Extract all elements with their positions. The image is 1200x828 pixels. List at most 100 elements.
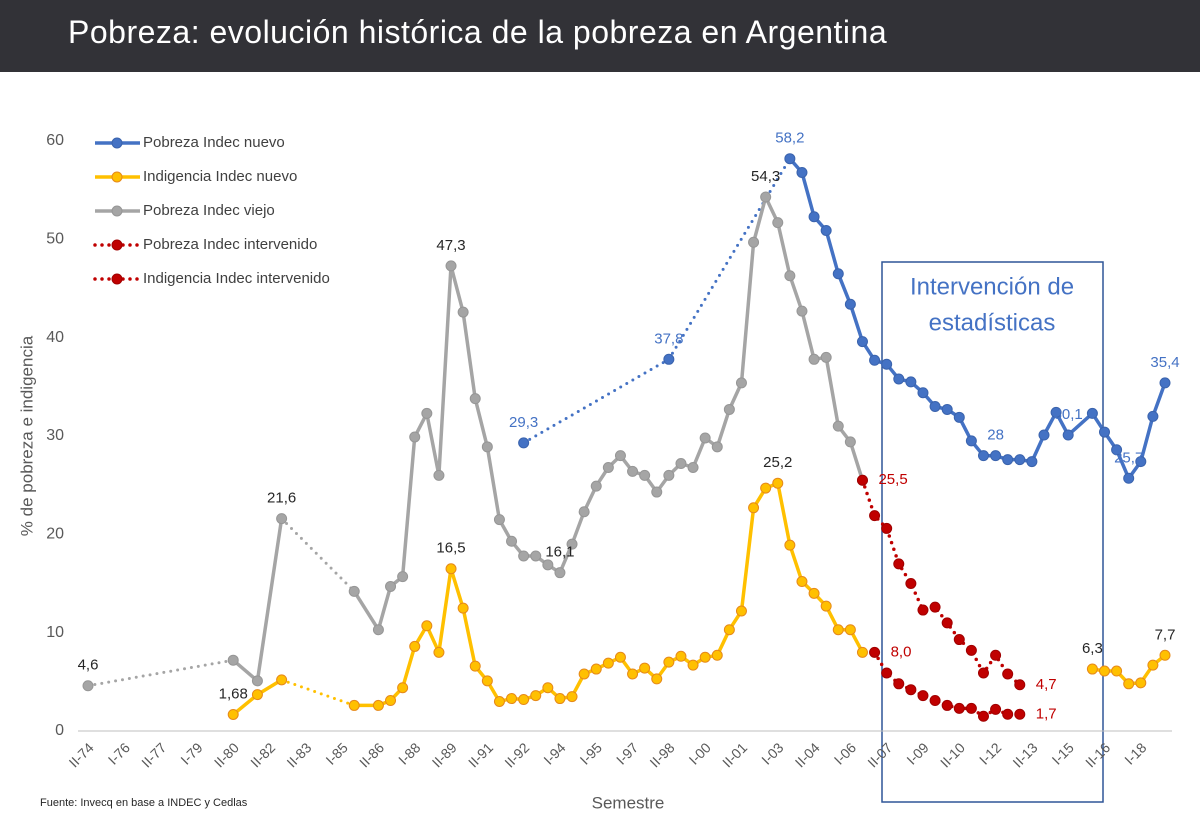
data-point: [893, 373, 905, 385]
data-point: [372, 624, 384, 636]
y-tick-label: 10: [46, 624, 64, 641]
source-note: Fuente: Invecq en base a INDEC y Cedlas: [40, 797, 248, 809]
legend-marker: [111, 171, 123, 183]
legend-label: Pobreza Indec viejo: [143, 202, 275, 219]
data-point: [409, 431, 421, 443]
x-tick-label: II-98: [646, 739, 677, 770]
data-point: [675, 650, 687, 662]
data-point: [772, 217, 784, 229]
data-point: [965, 702, 977, 714]
data-point: [542, 559, 554, 571]
x-tick-label: II-80: [211, 739, 242, 770]
data-point: [457, 306, 469, 318]
data-point: [421, 407, 433, 419]
data-point: [639, 469, 651, 481]
x-tick-label: I-18: [1121, 739, 1150, 768]
data-point: [675, 458, 687, 470]
data-point: [530, 690, 542, 702]
data-label: 6,3: [1082, 640, 1103, 657]
data-point: [627, 465, 639, 477]
data-point: [723, 403, 735, 415]
data-point: [699, 432, 711, 444]
data-point: [929, 401, 941, 412]
data-point: [1123, 472, 1135, 484]
data-point: [917, 604, 929, 616]
data-label: 4,7: [1036, 676, 1057, 693]
data-point: [445, 260, 457, 272]
data-point: [590, 663, 602, 675]
x-tick-label: I-88: [395, 739, 424, 768]
data-point: [784, 539, 796, 551]
data-point: [578, 668, 590, 680]
x-tick-label: I-03: [758, 739, 787, 768]
data-point: [1050, 406, 1062, 418]
data-point: [1135, 677, 1147, 689]
data-point: [723, 624, 735, 636]
x-tick-label: I-76: [105, 739, 134, 768]
data-point: [397, 571, 409, 583]
legend-label: Pobreza Indec nuevo: [143, 134, 285, 151]
data-point: [445, 563, 457, 575]
x-tick-label: I-79: [177, 739, 206, 768]
data-point: [905, 578, 917, 589]
data-point: [602, 657, 614, 669]
x-tick-label: II-92: [501, 739, 532, 770]
data-point: [1147, 659, 1159, 671]
data-point: [227, 708, 239, 720]
data-point: [905, 684, 917, 696]
data-point: [433, 646, 445, 658]
data-point: [457, 602, 469, 614]
data-point: [893, 678, 905, 690]
data-point: [1014, 454, 1026, 466]
data-point: [953, 702, 965, 714]
data-label: 28: [987, 427, 1004, 444]
data-point: [977, 710, 989, 722]
gap-connector: [255, 518, 284, 682]
data-point: [711, 441, 723, 453]
data-point: [542, 682, 554, 694]
data-point: [990, 649, 1002, 661]
data-point: [820, 224, 832, 236]
data-point: [832, 268, 844, 280]
data-point: [602, 461, 614, 473]
data-label: 16,1: [545, 544, 574, 561]
y-tick-label: 0: [55, 722, 64, 739]
data-point: [663, 353, 675, 365]
data-point: [796, 166, 808, 178]
annotation: estadísticas: [929, 309, 1056, 336]
data-point: [881, 667, 893, 679]
data-point: [578, 506, 590, 518]
data-point: [844, 436, 856, 448]
data-point: [808, 353, 820, 365]
data-point: [421, 620, 433, 632]
data-point: [1159, 649, 1171, 661]
data-point: [554, 693, 566, 705]
gap-connector: [352, 590, 380, 631]
data-label: 1,68: [219, 685, 248, 702]
data-point: [276, 513, 288, 525]
x-tick-label: II-77: [138, 739, 169, 770]
data-point: [869, 510, 881, 522]
data-label: 35,4: [1150, 354, 1179, 371]
data-point: [748, 502, 760, 514]
data-point: [493, 696, 505, 707]
data-point: [687, 659, 699, 671]
data-point: [1026, 456, 1038, 468]
data-point: [893, 558, 905, 570]
gap-connector: [667, 157, 792, 361]
y-tick-label: 40: [46, 329, 64, 346]
data-point: [711, 649, 723, 661]
gap-connector: [522, 357, 671, 445]
data-label: 25,7: [1114, 449, 1143, 466]
y-tick-label: 50: [46, 231, 64, 248]
data-point: [506, 693, 518, 705]
data-label: 58,2: [775, 130, 804, 147]
data-point: [372, 699, 384, 711]
legend-marker: [111, 273, 123, 285]
x-tick-label: II-16: [1082, 739, 1113, 770]
data-point: [554, 567, 566, 579]
data-point: [820, 600, 832, 612]
data-point: [1086, 663, 1098, 675]
data-label: 47,3: [436, 237, 465, 254]
